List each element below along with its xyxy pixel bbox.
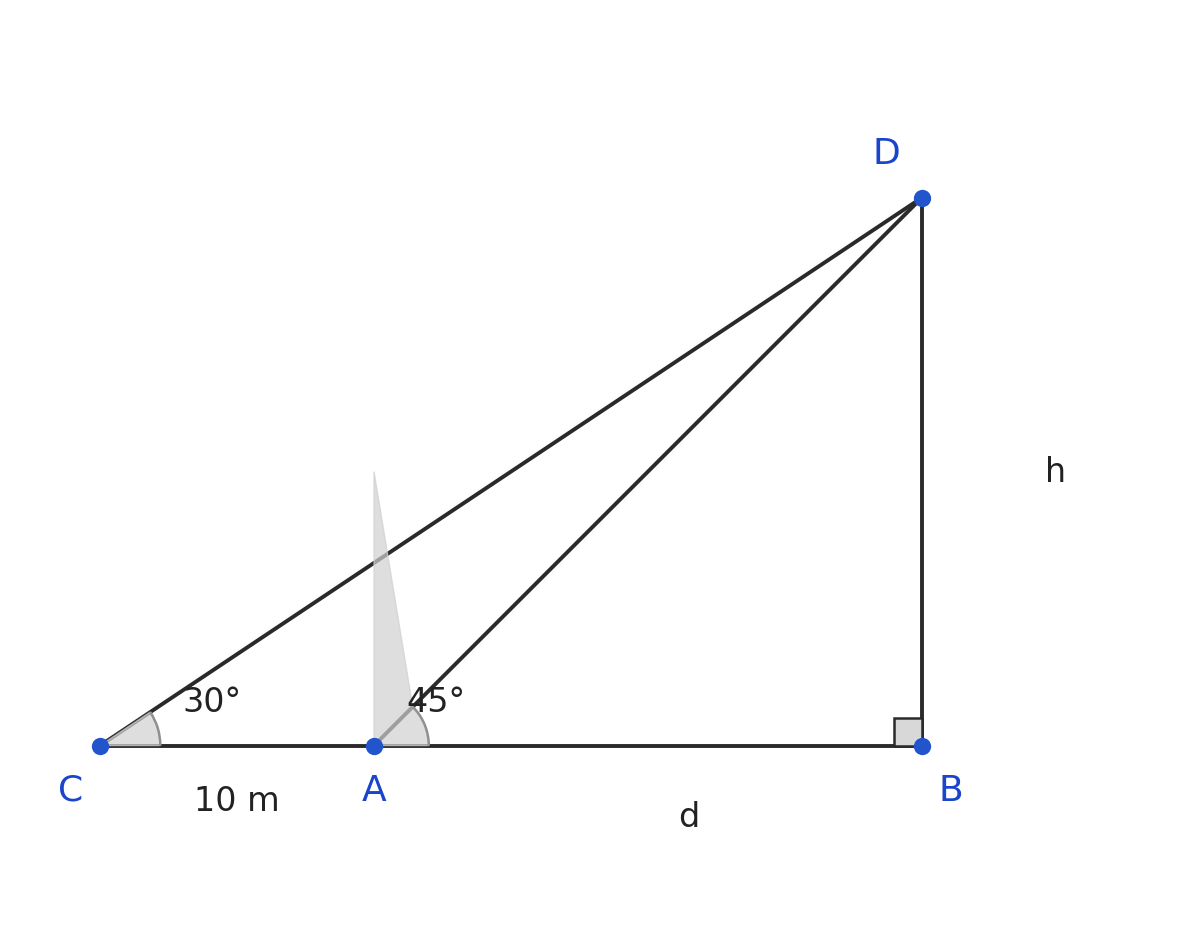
Text: 30°: 30°	[182, 685, 241, 719]
Point	[90, 739, 109, 753]
Text: 45°: 45°	[407, 685, 466, 719]
Point	[912, 739, 931, 753]
Text: D: D	[872, 137, 900, 171]
Point	[365, 739, 384, 753]
Polygon shape	[894, 719, 922, 746]
Text: d: d	[678, 800, 700, 833]
Text: C: C	[59, 773, 84, 807]
Text: h: h	[1045, 456, 1067, 489]
Text: 10 m: 10 m	[194, 784, 280, 817]
Polygon shape	[374, 472, 428, 746]
Text: A: A	[361, 773, 386, 807]
Polygon shape	[100, 712, 161, 746]
Text: B: B	[938, 773, 962, 807]
Point	[912, 191, 931, 206]
